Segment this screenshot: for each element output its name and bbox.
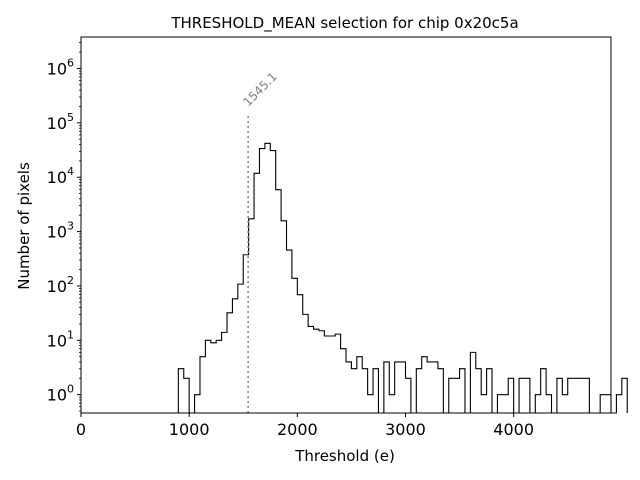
y-tick-label: 102 [47, 274, 74, 296]
y-tick-label: 105 [47, 111, 74, 133]
histogram-outline [177, 142, 628, 414]
y-tick-label: 104 [47, 165, 74, 187]
chart-title: THRESHOLD_MEAN selection for chip 0x20c5… [170, 14, 518, 33]
mean-marker-label: 1545.1 [240, 70, 280, 110]
x-tick-label: 2000 [277, 420, 318, 439]
plot-frame [80, 36, 612, 414]
y-tick-label: 103 [47, 220, 74, 242]
x-axis-label: Threshold (e) [294, 447, 395, 465]
y-tick-label: 106 [47, 57, 74, 79]
y-axis-label: Number of pixels [15, 162, 33, 290]
x-tick-label: 4000 [493, 420, 534, 439]
x-tick-label: 3000 [385, 420, 426, 439]
y-tick-label: 101 [47, 328, 74, 350]
x-tick-label: 1000 [169, 420, 210, 439]
x-tick-label: 0 [76, 420, 86, 439]
y-tick-label: 100 [47, 383, 74, 405]
